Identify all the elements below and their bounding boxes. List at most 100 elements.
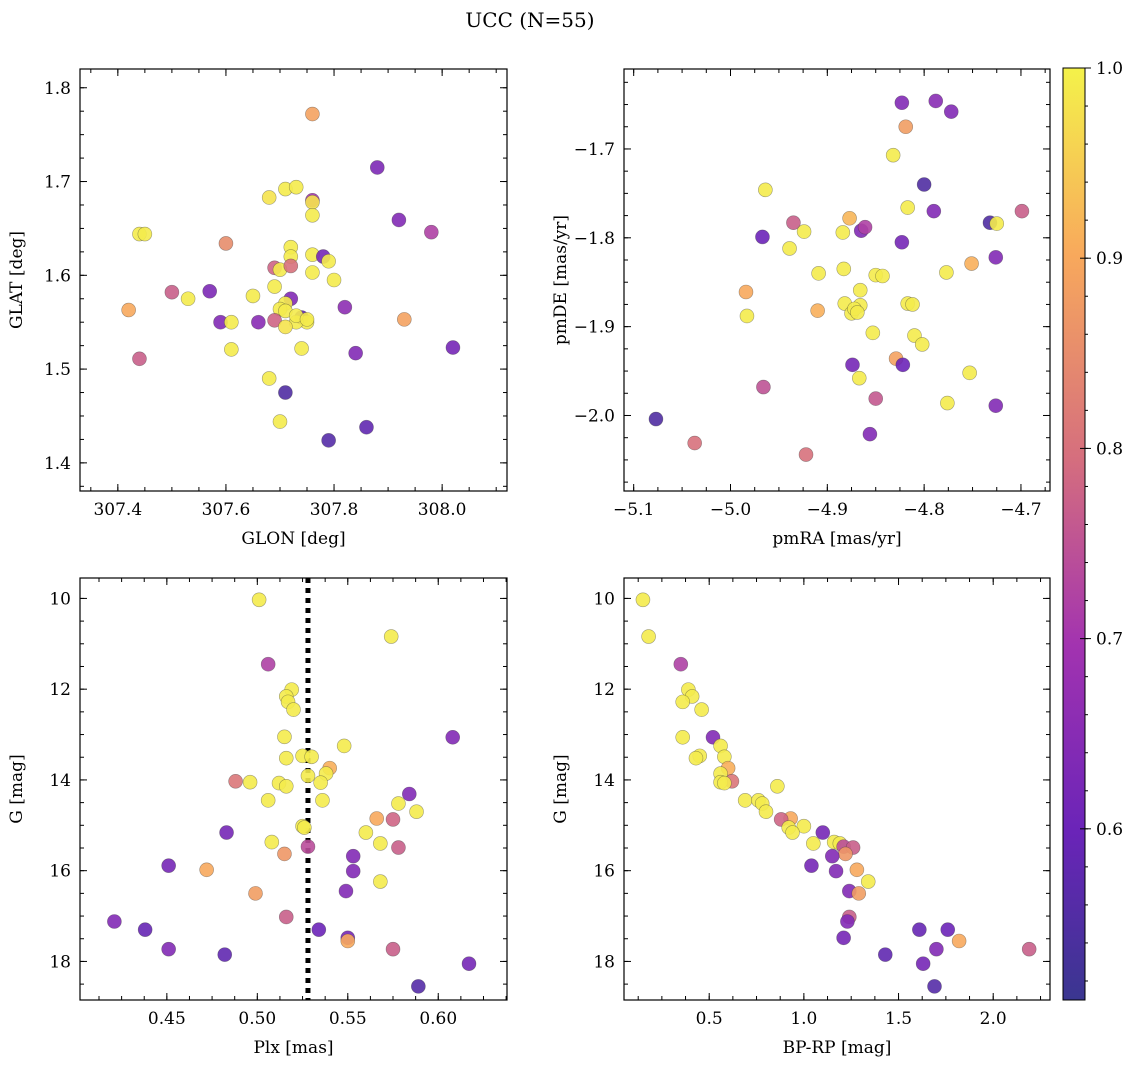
- data-point: [912, 922, 927, 937]
- data-point: [278, 385, 293, 400]
- data-point: [164, 284, 180, 300]
- x-tick-label: 2.0: [980, 1009, 1007, 1029]
- y-tick-label: 10: [593, 589, 615, 609]
- data-point: [804, 858, 819, 873]
- data-point: [687, 435, 702, 451]
- data-point: [267, 279, 282, 294]
- x-tick-label: −4.7: [1000, 500, 1041, 520]
- data-point: [261, 190, 277, 205]
- ticks: 307.4 307.6 307.8 308.0 1.4 1.5 1.6 1.7 1.8: [44, 69, 507, 520]
- data-point: [739, 308, 755, 324]
- y-axis-label: pmDE [mas/yr]: [551, 215, 571, 345]
- data-point: [796, 224, 812, 239]
- data-point: [635, 592, 651, 608]
- x-tick-label: 0.55: [329, 1009, 367, 1029]
- x-tick-label: −4.9: [807, 500, 848, 520]
- data-point: [202, 283, 218, 299]
- x-tick-label: 307.4: [93, 500, 142, 520]
- data-point: [277, 846, 292, 862]
- points: [107, 592, 477, 994]
- colorbar-gradient: [1062, 67, 1086, 1001]
- data-point: [340, 933, 356, 949]
- y-tick-label: 12: [49, 680, 71, 700]
- data-point: [224, 314, 239, 330]
- data-point: [865, 325, 881, 341]
- data-point: [424, 224, 439, 240]
- ticks: 0.45 0.50 0.55 0.60 10 12 14 16 18: [49, 578, 507, 1029]
- axes-frame: [79, 68, 508, 492]
- data-point: [940, 395, 955, 411]
- data-point: [915, 956, 931, 971]
- data-point: [927, 979, 942, 994]
- y-tick-label: 18: [49, 952, 71, 972]
- data-point: [694, 702, 709, 717]
- data-point: [321, 253, 336, 269]
- data-point: [397, 312, 412, 327]
- data-point: [300, 768, 316, 784]
- data-point: [248, 886, 263, 901]
- y-tick-label: 14: [49, 771, 71, 791]
- data-point: [336, 738, 352, 754]
- data-point: [272, 414, 288, 429]
- y-axis-label: G [mag]: [7, 754, 27, 823]
- data-point: [251, 314, 266, 330]
- data-point: [989, 216, 1005, 231]
- data-point: [242, 774, 258, 790]
- data-point: [391, 840, 406, 855]
- data-point: [385, 941, 401, 957]
- data-point: [161, 941, 176, 957]
- data-point: [900, 200, 915, 215]
- data-point: [875, 268, 890, 284]
- data-point: [218, 236, 234, 251]
- data-point: [305, 207, 320, 223]
- data-point: [321, 433, 336, 448]
- panel-glon-glat: 307.4 307.6 307.8 308.0 1.4 1.5 1.6 1.7 1.8 GLON …: [7, 68, 508, 549]
- panel-bprp-g: 0.5 1.0 1.5 2.0 10 12 14 16 18 BP-RP [mag] G [mag]: [551, 577, 1051, 1058]
- data-point: [278, 750, 294, 766]
- data-point: [755, 229, 770, 245]
- data-point: [770, 778, 785, 794]
- data-point: [811, 266, 826, 281]
- figure-title: UCC (N=55): [465, 8, 594, 32]
- x-axis-label: BP-RP [mag]: [783, 1038, 892, 1058]
- data-point: [278, 909, 294, 925]
- x-axis-label: pmRA [mas/yr]: [772, 529, 901, 549]
- data-point: [121, 302, 136, 318]
- data-point: [411, 979, 426, 994]
- x-axis-label: Plx [mas]: [253, 1038, 333, 1058]
- data-point: [401, 786, 417, 802]
- data-point: [391, 212, 407, 228]
- data-point: [137, 226, 153, 242]
- points: [648, 93, 1030, 462]
- data-point: [358, 825, 374, 840]
- data-point: [338, 883, 354, 899]
- colorbar-tick-label: 0.7: [1096, 630, 1123, 650]
- data-point: [277, 729, 292, 745]
- data-point: [673, 656, 689, 672]
- data-point: [264, 834, 280, 850]
- data-point: [304, 749, 319, 765]
- data-point: [782, 241, 797, 256]
- x-tick-label: 0.60: [419, 1009, 457, 1029]
- data-point: [359, 419, 374, 435]
- data-point: [228, 773, 243, 789]
- data-point: [260, 656, 276, 672]
- data-point: [260, 793, 276, 808]
- colorbar: 0.6 0.7 0.8 0.9 1.0: [1062, 59, 1123, 1001]
- data-point: [862, 426, 878, 442]
- data-point: [305, 265, 320, 280]
- data-point: [675, 694, 690, 710]
- y-tick-label: −1.7: [574, 140, 615, 160]
- x-tick-label: 0.5: [696, 1009, 723, 1029]
- data-point: [815, 825, 831, 840]
- data-point: [868, 391, 884, 406]
- y-axis-label: G [mag]: [551, 754, 571, 823]
- data-point: [267, 313, 282, 328]
- x-tick-label: 1.5: [885, 1009, 912, 1029]
- data-point: [409, 804, 424, 819]
- x-tick-label: −5.1: [613, 500, 654, 520]
- data-point: [219, 825, 234, 840]
- data-point: [988, 250, 1004, 265]
- data-point: [348, 345, 363, 361]
- data-point: [845, 357, 860, 373]
